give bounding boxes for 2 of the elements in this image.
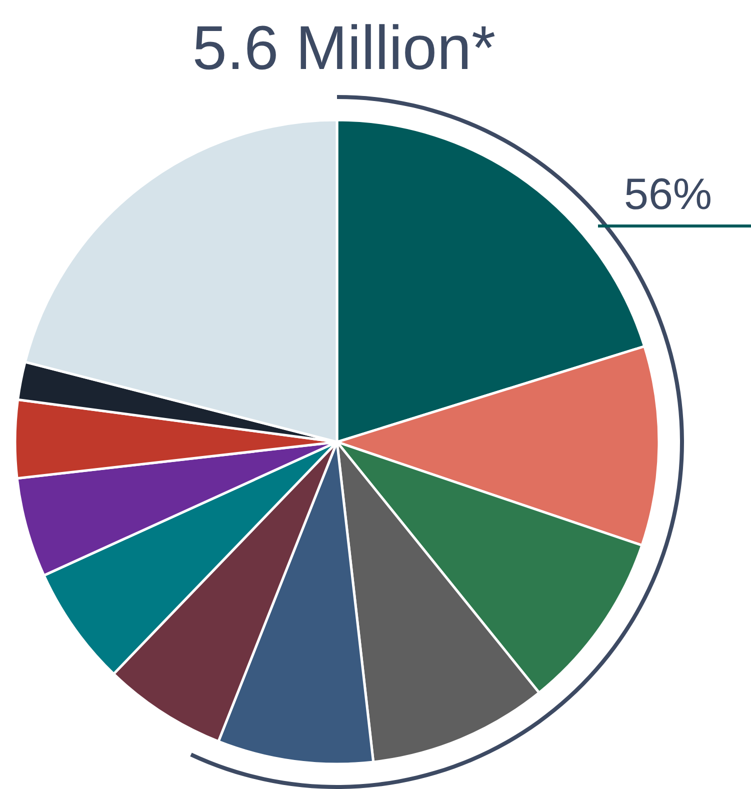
chart-title: 5.6 Million* [192, 14, 496, 83]
text: 56% [624, 170, 712, 219]
